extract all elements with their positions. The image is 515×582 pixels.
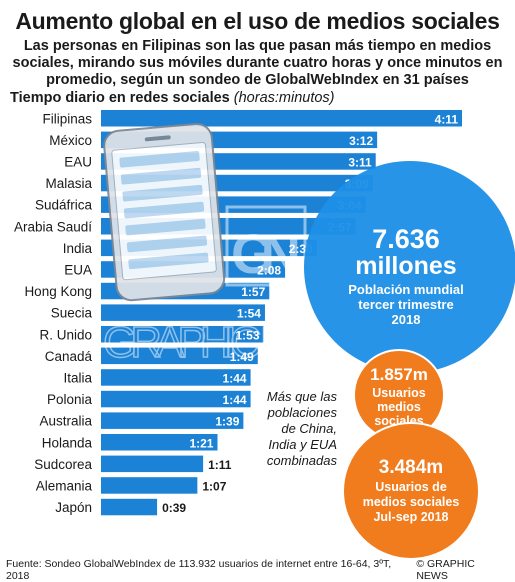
users-2018-circle: [342, 422, 480, 560]
category-label: Japón: [55, 500, 92, 515]
screen-item: [122, 184, 203, 202]
category-label: Australia: [39, 414, 92, 429]
value-label: 2:08: [257, 263, 281, 277]
users-2018-caption: Usuarios de: [375, 480, 447, 494]
bar: [101, 326, 264, 343]
comparison-note: de China,: [281, 421, 337, 436]
value-label: 1:53: [235, 328, 259, 342]
users-2018-caption: medios sociales: [363, 495, 460, 509]
category-label: Malasia: [45, 176, 92, 191]
world-population-unit: millones: [355, 252, 456, 280]
users-2014-caption: Usuarios: [372, 386, 426, 400]
value-label: 1:44: [223, 393, 247, 407]
value-label: 3:12: [349, 134, 373, 148]
bar: [101, 304, 265, 321]
page-title: Aumento global en el uso de medios socia…: [15, 8, 500, 34]
comparison-note: Más que las: [267, 389, 338, 404]
chart-title: Tiempo diario en redes sociales (horas:m…: [10, 90, 335, 106]
category-label: EUA: [64, 262, 92, 277]
bar: [101, 455, 204, 473]
category-label: Filipinas: [42, 111, 92, 126]
value-label: 0:39: [162, 501, 186, 515]
screen-item: [119, 150, 200, 168]
page-subtitle: Las personas en Filipinas son las que pa…: [12, 38, 503, 88]
category-label: Hong Kong: [24, 284, 92, 299]
category-label: Suecia: [51, 306, 93, 321]
smartphone-illustration: [103, 122, 226, 302]
screen-item: [123, 201, 205, 219]
value-label: 1:54: [237, 307, 261, 321]
watermark-logo: GN: [231, 222, 301, 285]
bar: [101, 369, 251, 386]
value-label: 1:11: [208, 458, 232, 472]
world-population-caption: tercer trimestre: [358, 297, 453, 312]
users-2018-caption: Jul-sep 2018: [373, 510, 448, 524]
category-label: EAU: [64, 154, 92, 169]
chart-title-text: Tiempo diario en redes sociales: [10, 90, 230, 106]
category-label: Canadá: [45, 349, 93, 364]
watermark-logo-frame: [225, 205, 307, 287]
value-label: 1:07: [202, 479, 226, 493]
value-label: 3:11: [348, 155, 372, 169]
bar: [101, 477, 198, 494]
category-label: Arabia Saudí: [14, 219, 92, 234]
comparison-note: poblaciones: [267, 405, 338, 420]
bar: [101, 110, 462, 127]
users-2014-caption: medios: [377, 400, 421, 414]
source-note: Fuente: Sondeo GlobalWebIndex de 113.932…: [6, 558, 392, 582]
world-population-caption: 2018: [392, 312, 421, 327]
screen-item: [125, 218, 206, 236]
world-population-caption: Población mundial: [348, 282, 464, 297]
value-label: 1:39: [215, 415, 239, 429]
screen-item: [128, 252, 209, 270]
phone-speaker: [144, 135, 171, 142]
users-2018-value: 3.484m: [379, 457, 443, 478]
category-label: Alemania: [36, 478, 93, 493]
bar: [101, 347, 258, 365]
value-label: 4:11: [435, 112, 459, 126]
category-label: México: [49, 133, 92, 148]
comparison-note: combinadas: [267, 453, 338, 468]
category-label: Polonia: [47, 392, 93, 407]
bar: [101, 412, 244, 429]
screen-item: [126, 235, 208, 253]
footer: Fuente: Sondeo GlobalWebIndex de 113.932…: [6, 558, 509, 582]
value-label: 1:57: [241, 285, 265, 299]
bar: [101, 434, 218, 451]
users-2014-value: 1.857m: [370, 365, 428, 384]
chart-units: (horas:minutos): [233, 90, 335, 106]
category-label: India: [63, 241, 93, 256]
bar: [101, 390, 251, 408]
screen-item: [120, 167, 202, 185]
category-label: Italia: [63, 370, 92, 385]
credit: © GRAPHIC NEWS: [416, 558, 475, 582]
value-label: 1:49: [230, 350, 254, 364]
category-label: Sudcorea: [34, 457, 92, 472]
category-label: R. Unido: [39, 327, 92, 342]
category-label: Sudáfrica: [35, 198, 93, 213]
bar: [101, 498, 158, 516]
value-label: 1:44: [223, 371, 247, 385]
comparison-note: India y EUA: [268, 437, 337, 452]
category-label: Holanda: [42, 435, 93, 450]
value-label: 1:21: [189, 436, 213, 450]
world-population-circle: [304, 161, 515, 373]
world-population-value: 7.636: [372, 224, 440, 254]
